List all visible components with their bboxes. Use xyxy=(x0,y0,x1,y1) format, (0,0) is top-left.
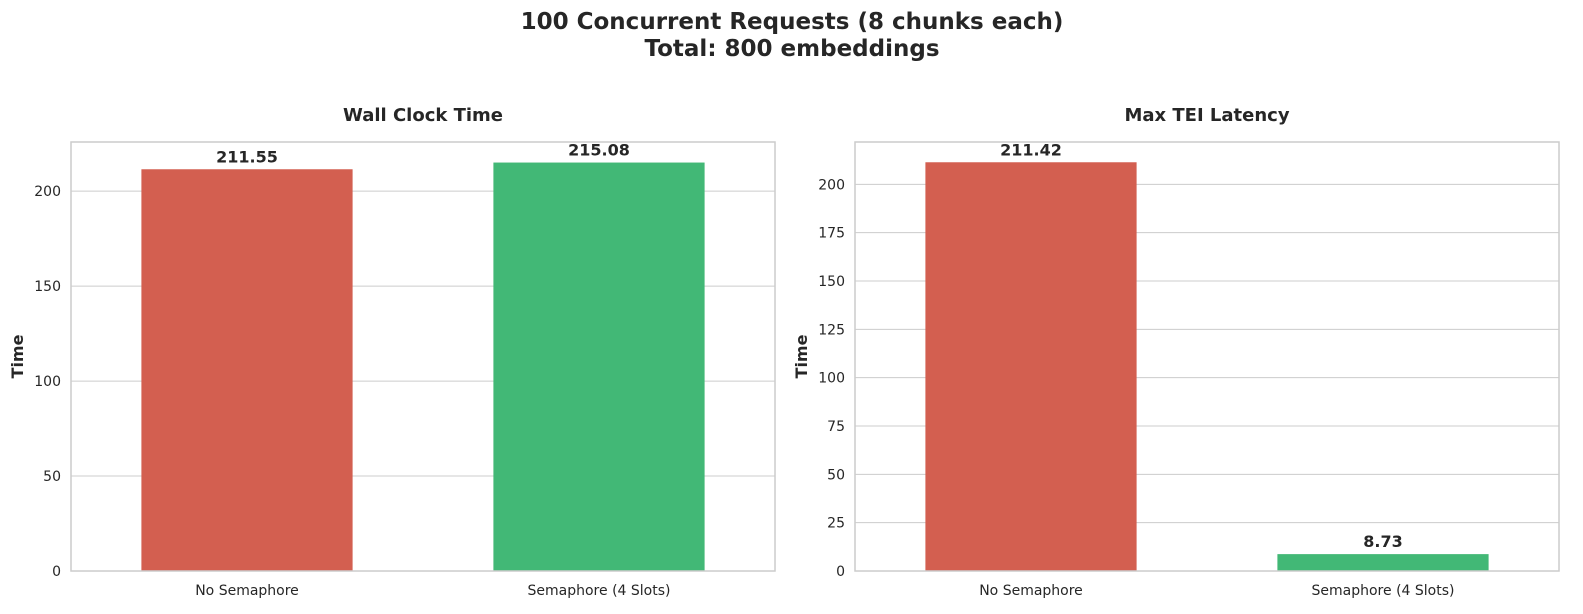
y-tick-label: 200 xyxy=(34,184,61,200)
y-axis-label: Time xyxy=(792,334,811,378)
y-tick-label: 75 xyxy=(827,419,845,435)
bar-no-semaphore xyxy=(925,162,1137,571)
y-tick-label: 50 xyxy=(43,469,61,485)
y-tick-label: 175 xyxy=(818,226,845,242)
data-label: 8.73 xyxy=(1363,532,1402,551)
y-tick-label: 150 xyxy=(34,279,61,295)
plot-frame xyxy=(70,141,776,572)
data-label: 211.42 xyxy=(1000,140,1062,159)
data-label: 211.55 xyxy=(216,147,278,166)
y-tick-label: 125 xyxy=(818,322,845,338)
y-tick-label: 200 xyxy=(818,177,845,193)
x-tick-label: No Semaphore xyxy=(979,583,1083,599)
bar-semaphore xyxy=(493,162,705,571)
chart-panel-1: 0 50 100 150 200 211.55 No Semaphore 215.08 Sema… xyxy=(8,105,776,599)
figure-title-line-2: Total: 800 embeddings xyxy=(644,36,939,62)
figure-title-line-1: 100 Concurrent Requests (8 chunks each) xyxy=(521,9,1064,35)
chart-panel-2: 0 25 50 75 100 125 150 175 200 211.42 No Semaphore… xyxy=(792,105,1560,599)
y-tick-label: 100 xyxy=(34,374,61,390)
bar-no-semaphore xyxy=(141,169,353,572)
x-tick-label: No Semaphore xyxy=(195,583,299,599)
y-tick-label: 150 xyxy=(818,274,845,290)
chart-title: Max TEI Latency xyxy=(1124,105,1289,126)
bar-semaphore xyxy=(1277,554,1489,571)
chart-title: Wall Clock Time xyxy=(343,105,503,126)
plot-frame xyxy=(854,141,1560,572)
x-tick-label: Semaphore (4 Slots) xyxy=(528,583,671,599)
x-tick-label: Semaphore (4 Slots) xyxy=(1312,583,1455,599)
y-tick-label: 0 xyxy=(52,564,61,580)
y-tick-label: 100 xyxy=(818,371,845,387)
data-label: 215.08 xyxy=(568,141,630,160)
y-axis-label: Time xyxy=(8,334,27,378)
y-tick-label: 0 xyxy=(836,564,845,580)
y-tick-label: 25 xyxy=(827,516,845,532)
y-tick-label: 50 xyxy=(827,467,845,483)
